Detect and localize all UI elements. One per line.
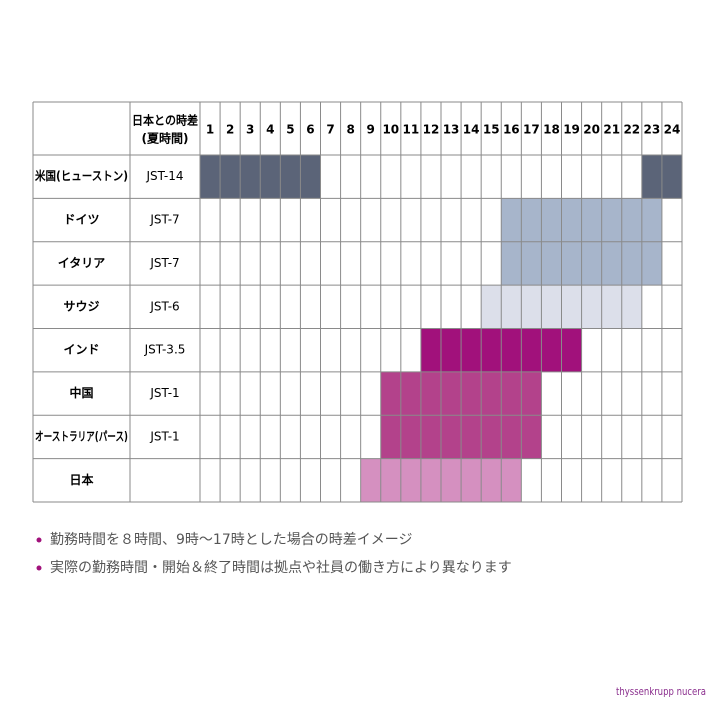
country: 日本 xyxy=(69,472,93,487)
offset: JST-1 xyxy=(149,429,179,443)
hour-label: 16 xyxy=(503,123,520,137)
country: サウジ xyxy=(63,299,99,313)
hour-label: 8 xyxy=(346,123,354,137)
hour-label: 10 xyxy=(382,123,399,137)
offset: JST-7 xyxy=(149,213,179,227)
bullet xyxy=(36,537,42,543)
country: ドイツ xyxy=(63,213,99,227)
hour-label: 14 xyxy=(463,123,480,137)
hour-label: 17 xyxy=(523,123,540,137)
hour-label: 20 xyxy=(583,123,600,137)
hour-label: 11 xyxy=(403,123,420,137)
hour-label: 3 xyxy=(246,123,254,137)
country: イタリア xyxy=(58,256,106,270)
hour-label: 18 xyxy=(543,123,560,137)
offset-header: (夏時間) xyxy=(142,131,189,146)
hour-label: 22 xyxy=(623,123,640,137)
country: 中国 xyxy=(69,385,93,400)
offset-header: 日本との時差 xyxy=(132,113,198,128)
offset: JST-1 xyxy=(149,386,179,400)
hour-label: 12 xyxy=(423,123,440,137)
note: 勤務時間を８時間、9時～17時とした場合の時差イメージ xyxy=(50,532,412,548)
hour-label: 15 xyxy=(483,123,500,137)
hour-label: 7 xyxy=(326,123,334,137)
hour-label: 2 xyxy=(226,123,234,137)
country: オーストラリア(パース) xyxy=(35,429,128,443)
offset: JST-3.5 xyxy=(144,343,186,357)
offset: JST-7 xyxy=(149,256,179,270)
hour-label: 23 xyxy=(644,123,661,137)
country: 米国(ヒューストン) xyxy=(35,168,128,183)
hour-label: 24 xyxy=(664,123,681,137)
offset: JST-14 xyxy=(146,169,184,183)
hour-label: 19 xyxy=(563,123,580,137)
bullet xyxy=(36,565,42,571)
hour-label: 21 xyxy=(603,123,620,137)
hour-label: 1 xyxy=(206,123,214,137)
hour-label: 5 xyxy=(286,123,294,137)
hour-label: 6 xyxy=(306,123,314,137)
country: インド xyxy=(63,343,99,357)
hour-label: 13 xyxy=(443,123,460,137)
hour-label: 4 xyxy=(266,123,274,137)
offset: JST-6 xyxy=(149,299,179,313)
hour-label: 9 xyxy=(367,123,375,137)
logo: thyssenkrupp nucera xyxy=(616,685,706,698)
note: 実際の勤務時間・開始＆終了時間は拠点や社員の働き方により異なります xyxy=(50,560,512,576)
